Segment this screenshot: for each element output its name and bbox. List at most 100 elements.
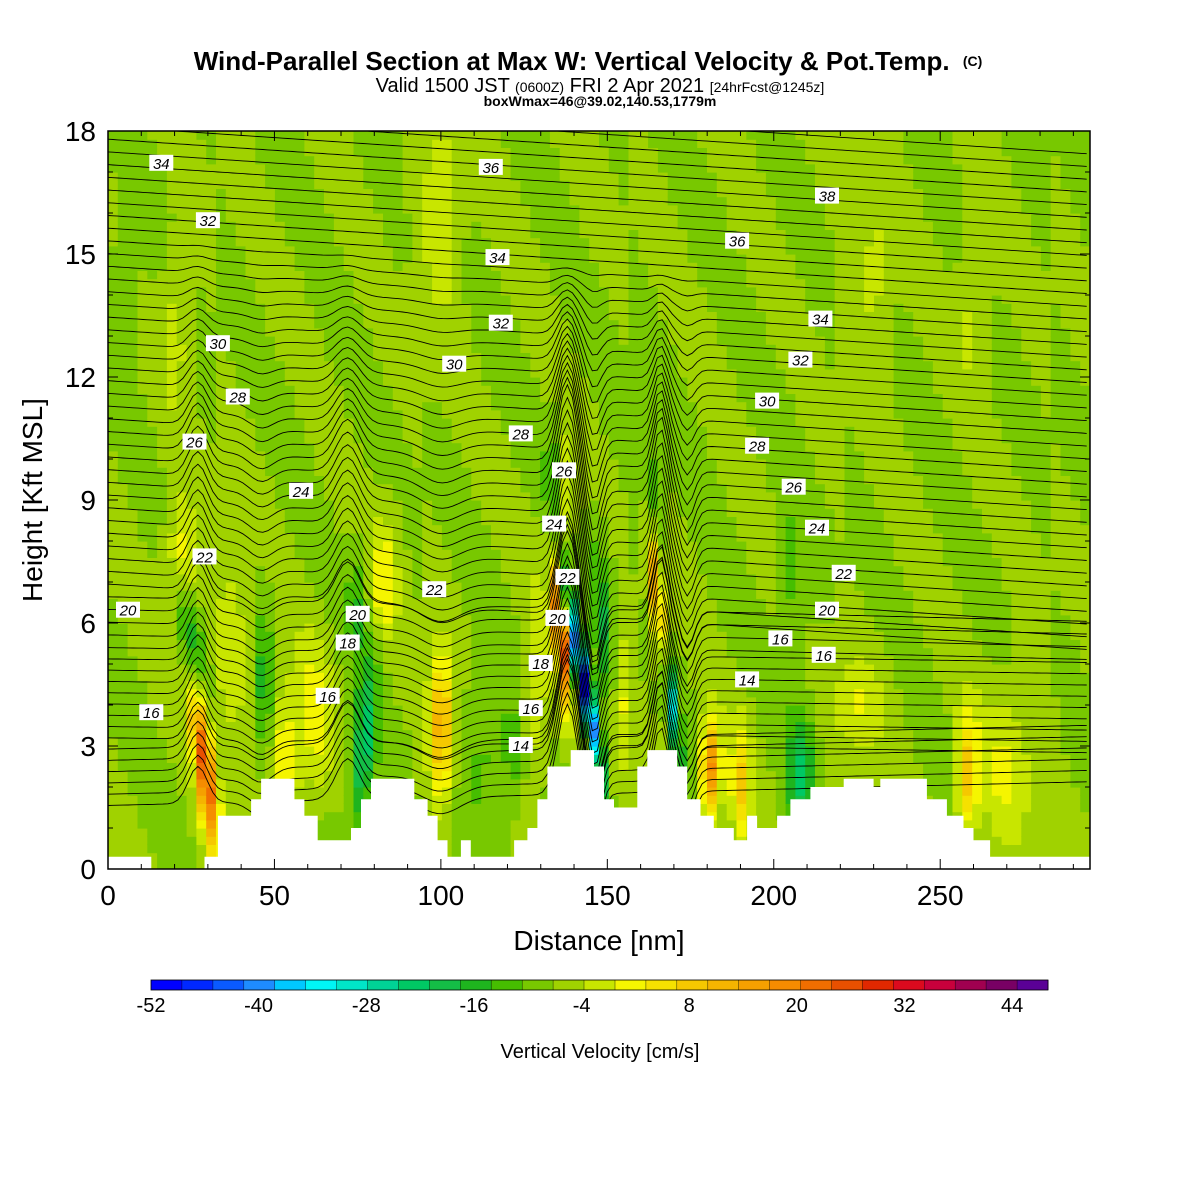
velocity-cell xyxy=(186,655,197,665)
velocity-cell xyxy=(510,188,521,198)
velocity-cell xyxy=(402,196,413,206)
velocity-cell xyxy=(304,688,315,698)
velocity-cell xyxy=(117,352,129,362)
velocity-cell xyxy=(294,163,305,173)
velocity-cell xyxy=(176,811,188,821)
velocity-cell xyxy=(304,795,315,804)
velocity-cell xyxy=(235,713,247,722)
velocity-cell xyxy=(608,688,620,698)
velocity-cell xyxy=(481,524,492,534)
velocity-cell xyxy=(373,254,384,263)
velocity-cell xyxy=(589,565,600,575)
velocity-cell xyxy=(284,467,296,476)
velocity-cell xyxy=(540,213,551,222)
velocity-cell xyxy=(373,557,384,567)
velocity-cell xyxy=(108,746,119,755)
velocity-cell xyxy=(599,450,610,460)
velocity-cell xyxy=(481,418,492,427)
velocity-cell xyxy=(108,787,119,796)
velocity-cell xyxy=(127,336,138,345)
velocity-cell xyxy=(245,770,256,780)
velocity-cell xyxy=(284,655,296,665)
velocity-cell xyxy=(255,229,266,239)
velocity-cell xyxy=(461,270,472,280)
velocity-cell xyxy=(510,180,521,189)
velocity-cell xyxy=(638,344,649,353)
velocity-cell xyxy=(422,426,433,435)
velocity-cell xyxy=(373,754,384,763)
velocity-cell xyxy=(422,368,433,378)
velocity-cell xyxy=(157,229,168,239)
velocity-cell xyxy=(549,664,561,673)
velocity-cell xyxy=(471,270,482,280)
velocity-cell xyxy=(638,746,649,755)
velocity-cell xyxy=(451,598,463,608)
velocity-cell xyxy=(441,262,453,271)
velocity-cell xyxy=(392,606,404,616)
velocity-cell xyxy=(608,631,620,640)
velocity-cell xyxy=(422,721,433,731)
velocity-cell xyxy=(451,147,463,157)
velocity-cell xyxy=(284,696,296,706)
velocity-cell xyxy=(186,795,197,804)
velocity-cell xyxy=(186,688,197,698)
velocity-cell xyxy=(235,680,247,690)
velocity-cell xyxy=(235,516,247,526)
velocity-cell xyxy=(491,352,502,362)
velocity-cell xyxy=(166,606,178,616)
velocity-cell xyxy=(530,524,541,534)
velocity-cell xyxy=(196,664,207,673)
velocity-cell xyxy=(432,344,443,353)
velocity-cell xyxy=(373,278,384,288)
velocity-cell xyxy=(137,360,148,370)
velocity-cell xyxy=(206,811,217,821)
velocity-cell xyxy=(638,327,649,337)
velocity-cell xyxy=(373,549,384,558)
velocity-cell xyxy=(186,270,197,280)
velocity-cell xyxy=(304,385,315,394)
velocity-cell xyxy=(147,639,158,649)
velocity-cell xyxy=(157,368,168,378)
velocity-cell xyxy=(441,459,453,468)
velocity-cell xyxy=(225,729,237,739)
velocity-cell xyxy=(638,754,649,763)
velocity-cell xyxy=(265,598,276,608)
velocity-cell xyxy=(373,196,384,206)
velocity-cell xyxy=(186,278,197,288)
velocity-cell xyxy=(383,655,394,665)
velocity-cell xyxy=(176,229,188,239)
velocity-cell xyxy=(108,705,119,714)
velocity-cell xyxy=(461,573,472,583)
velocity-cell xyxy=(461,368,472,378)
velocity-cell xyxy=(618,270,629,280)
velocity-cell xyxy=(520,647,531,657)
velocity-cell xyxy=(510,664,521,673)
velocity-cell xyxy=(471,721,482,731)
velocity-cell xyxy=(294,368,305,378)
velocity-cell xyxy=(451,672,463,681)
velocity-cell xyxy=(618,360,629,370)
velocity-cell xyxy=(618,647,629,657)
velocity-cell xyxy=(608,344,620,353)
velocity-cell xyxy=(589,696,600,706)
velocity-cell xyxy=(324,278,335,288)
velocity-cell xyxy=(157,770,168,780)
velocity-cell xyxy=(147,860,158,869)
velocity-cell xyxy=(255,262,266,271)
velocity-cell xyxy=(343,664,355,673)
velocity-cell xyxy=(245,524,256,534)
velocity-cell xyxy=(147,401,158,411)
velocity-cell xyxy=(618,401,629,411)
velocity-cell xyxy=(638,541,649,550)
velocity-cell xyxy=(353,705,364,714)
velocity-cell xyxy=(206,188,217,198)
velocity-cell xyxy=(599,524,610,534)
velocity-cell xyxy=(186,319,197,329)
velocity-cell xyxy=(245,360,256,370)
velocity-cell xyxy=(569,688,580,698)
velocity-cell xyxy=(432,532,443,542)
velocity-cell xyxy=(127,131,138,140)
velocity-cell xyxy=(491,778,502,788)
velocity-cell xyxy=(608,705,620,714)
velocity-cell xyxy=(412,245,423,255)
